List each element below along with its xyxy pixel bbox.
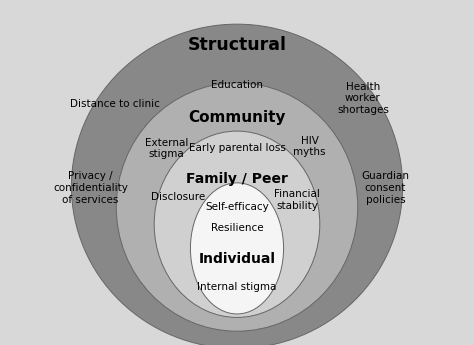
Text: Education: Education (211, 80, 263, 89)
Text: HIV
myths: HIV myths (293, 136, 326, 157)
Text: Disclosure: Disclosure (151, 192, 205, 201)
Text: Individual: Individual (199, 253, 275, 266)
Ellipse shape (72, 24, 402, 345)
Text: Health
worker
shortages: Health worker shortages (337, 82, 389, 115)
Ellipse shape (154, 131, 320, 317)
Text: Early parental loss: Early parental loss (189, 144, 285, 153)
Text: Privacy /
confidentiality
of services: Privacy / confidentiality of services (53, 171, 128, 205)
Text: Guardian
consent
policies: Guardian consent policies (361, 171, 410, 205)
Text: Structural: Structural (188, 36, 286, 54)
Ellipse shape (116, 83, 358, 331)
Text: Resilience: Resilience (210, 223, 264, 233)
Text: Internal stigma: Internal stigma (197, 282, 277, 292)
Text: Distance to clinic: Distance to clinic (70, 99, 159, 108)
Text: External
stigma: External stigma (145, 138, 188, 159)
Text: Family / Peer: Family / Peer (186, 172, 288, 186)
Text: Financial
stability: Financial stability (274, 189, 320, 211)
Text: Self-efficacy: Self-efficacy (205, 202, 269, 212)
Ellipse shape (191, 183, 283, 314)
Text: Community: Community (188, 110, 286, 125)
